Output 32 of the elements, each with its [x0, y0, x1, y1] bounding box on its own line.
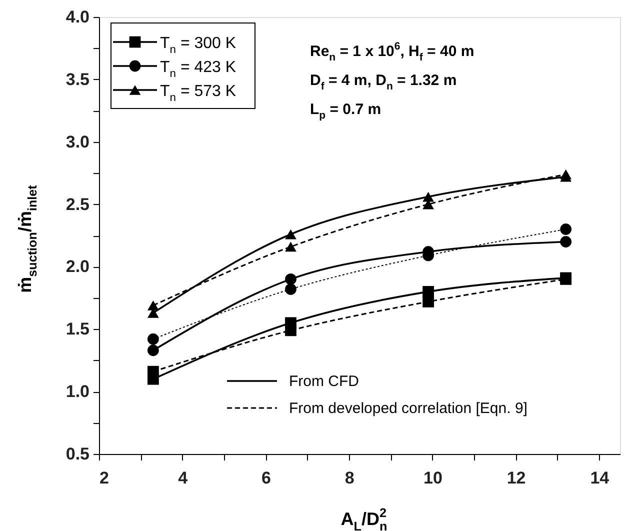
y-tick-label: 2.5 — [66, 194, 90, 214]
point — [285, 284, 296, 295]
point — [285, 242, 296, 252]
annotation: From CFD — [289, 373, 360, 390]
point — [147, 366, 159, 378]
point — [560, 236, 572, 248]
point — [422, 192, 434, 202]
point — [285, 274, 296, 285]
y-tick-label: 4.0 — [66, 8, 90, 26]
y-tick-label: 1.5 — [66, 320, 90, 339]
y-axis-title: ṁsuction/ṁinlet — [15, 184, 40, 293]
y-tick-label: 3.5 — [66, 70, 90, 89]
x-tick-label: 14 — [590, 468, 610, 488]
y-tick-label: 3.0 — [66, 132, 90, 152]
x-tick-label: 8 — [344, 468, 354, 488]
y-tick-label: 0.5 — [66, 444, 90, 464]
point — [147, 300, 159, 310]
point — [147, 333, 159, 345]
x-tick-label: 12 — [506, 468, 526, 488]
point — [560, 169, 572, 180]
point — [285, 229, 296, 240]
x-tick-label: 2 — [100, 468, 109, 488]
point — [560, 224, 572, 235]
annotation: From developed correlation [Eqn. 9] — [289, 400, 528, 417]
point — [147, 344, 159, 356]
x-tick-label: 6 — [261, 468, 271, 488]
point — [422, 296, 434, 308]
point — [285, 324, 296, 336]
x-tick-label: 10 — [423, 468, 442, 488]
x-tick-label: 4 — [178, 468, 188, 488]
y-tick-label: 2.0 — [66, 257, 90, 276]
y-tick-label: 1.0 — [66, 382, 90, 402]
